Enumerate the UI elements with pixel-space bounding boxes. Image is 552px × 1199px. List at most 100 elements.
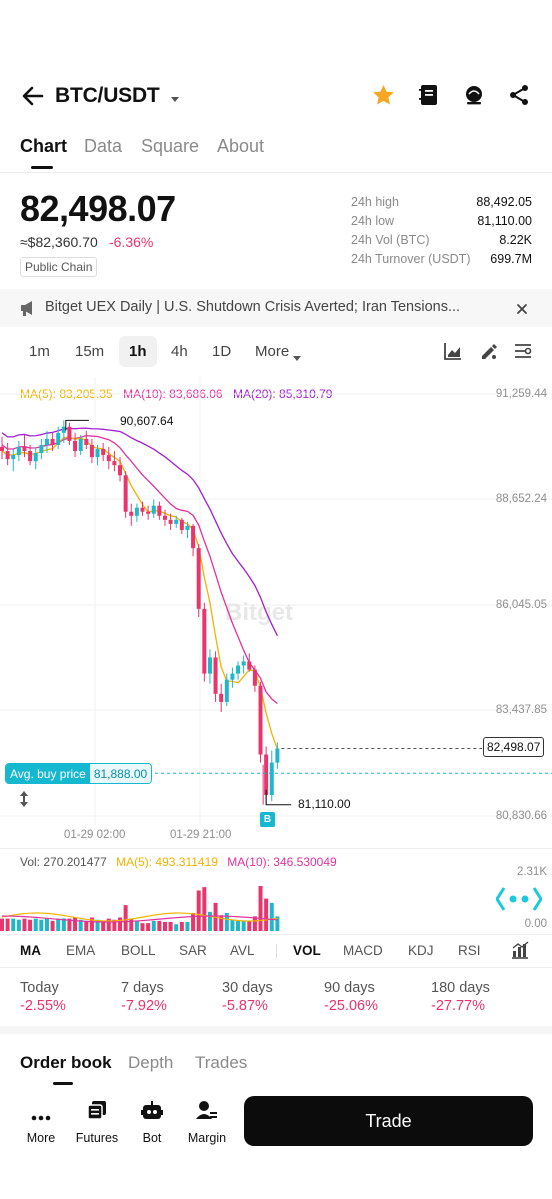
ind-kdj[interactable]: KDJ bbox=[408, 943, 434, 958]
margin-button[interactable]: Margin bbox=[185, 1100, 229, 1150]
share-icon[interactable] bbox=[509, 84, 529, 111]
trade-button[interactable]: Trade bbox=[244, 1096, 533, 1146]
tab-square[interactable]: Square bbox=[141, 136, 200, 156]
perf-label-30d: 30 days bbox=[222, 980, 273, 996]
volume-chart bbox=[0, 886, 280, 931]
avg-buy-pill[interactable]: Avg. buy price 81,888.00 bbox=[5, 763, 153, 784]
megaphone-icon bbox=[20, 300, 38, 321]
ind-macd[interactable]: MACD bbox=[343, 943, 383, 958]
tf-1m[interactable]: 1m bbox=[29, 343, 50, 360]
news-text[interactable]: Bitget UEX Daily | U.S. Shutdown Crisis … bbox=[45, 299, 461, 315]
tf-1d[interactable]: 1D bbox=[212, 343, 232, 360]
volume-bar bbox=[101, 920, 106, 931]
volume-bar bbox=[50, 920, 55, 931]
volume-bar bbox=[174, 924, 179, 931]
indicator-settings-icon[interactable] bbox=[511, 941, 529, 964]
candle-body bbox=[78, 438, 83, 452]
community-icon[interactable] bbox=[463, 84, 485, 111]
ind-vol[interactable]: VOL bbox=[293, 943, 321, 958]
ind-ma[interactable]: MA bbox=[20, 943, 41, 958]
volume-bar bbox=[16, 919, 21, 931]
tf-4h[interactable]: 4h bbox=[171, 343, 188, 360]
notebook-icon[interactable] bbox=[419, 84, 439, 111]
tf-15m[interactable]: 15m bbox=[75, 343, 105, 360]
volume-bar bbox=[123, 905, 128, 931]
volume-bar bbox=[236, 920, 241, 931]
bot-button[interactable]: Bot bbox=[135, 1100, 169, 1150]
tf-more[interactable]: More bbox=[255, 343, 290, 360]
volume-bar bbox=[39, 919, 44, 931]
tf-1h[interactable]: 1h bbox=[119, 336, 157, 367]
pair-dropdown-icon[interactable] bbox=[170, 91, 180, 109]
candle-body bbox=[44, 438, 49, 445]
close-icon[interactable] bbox=[516, 302, 528, 320]
candle-body bbox=[146, 511, 151, 514]
candle-body bbox=[140, 507, 145, 512]
tab-chart[interactable]: Chart bbox=[20, 136, 68, 156]
tab-depth[interactable]: Depth bbox=[128, 1053, 174, 1072]
x-tick: 01-29 02:00 bbox=[64, 829, 126, 841]
tab-order-book[interactable]: Order book bbox=[20, 1053, 112, 1072]
volume-bar bbox=[258, 886, 263, 931]
star-icon[interactable] bbox=[372, 84, 395, 111]
chart-type-icon[interactable] bbox=[444, 342, 462, 365]
ma5-line bbox=[1, 436, 278, 750]
futures-label: Futures bbox=[75, 1131, 119, 1145]
divider bbox=[0, 934, 552, 935]
bot-label: Bot bbox=[142, 1131, 162, 1145]
candle-body bbox=[213, 657, 218, 694]
ind-boll[interactable]: BOLL bbox=[121, 943, 156, 958]
candle-body bbox=[151, 505, 156, 514]
tab-about[interactable]: About bbox=[217, 136, 265, 156]
perf-label-180d: 180 days bbox=[431, 980, 490, 996]
perf-label-7d: 7 days bbox=[121, 980, 164, 996]
volume-bar bbox=[247, 920, 252, 931]
volume-bar bbox=[202, 887, 207, 931]
candle-body bbox=[174, 519, 179, 524]
vol-y-tick: 0.00 bbox=[524, 918, 547, 930]
volume-bar bbox=[157, 920, 162, 931]
candle-body bbox=[196, 548, 201, 609]
news-bar[interactable] bbox=[0, 289, 552, 327]
pair-title[interactable]: BTC/USDT bbox=[55, 84, 160, 107]
candle-body bbox=[202, 608, 207, 674]
futures-button[interactable]: Futures bbox=[73, 1100, 121, 1150]
futures-icon bbox=[87, 1100, 107, 1125]
drag-handle-icon[interactable] bbox=[18, 791, 30, 812]
volume-bar bbox=[196, 890, 201, 931]
vol-ma5: MA(5): 493.311419 bbox=[116, 855, 218, 869]
stat-value-high: 88,492.05 bbox=[476, 195, 532, 209]
candle-body bbox=[118, 465, 123, 476]
candle-body bbox=[219, 693, 224, 702]
volume-bar bbox=[28, 919, 33, 931]
perf-value-30d: -5.87% bbox=[222, 998, 268, 1014]
candlestick-chart[interactable]: Bitget bbox=[0, 377, 552, 847]
low-annotation: 81,110.00 bbox=[298, 797, 351, 811]
volume-bar bbox=[78, 919, 83, 931]
perf-value-180d: -27.77% bbox=[431, 998, 486, 1014]
settings-sliders-icon[interactable] bbox=[514, 342, 532, 365]
volume-bar bbox=[151, 920, 156, 931]
tab-trades[interactable]: Trades bbox=[195, 1053, 248, 1072]
buy-marker[interactable]: B bbox=[260, 812, 275, 827]
ai-assistant-icon[interactable] bbox=[495, 886, 543, 917]
volume-bar bbox=[224, 913, 229, 931]
chain-badge[interactable]: Public Chain bbox=[20, 257, 98, 277]
ind-sar[interactable]: SAR bbox=[179, 943, 207, 958]
back-icon[interactable] bbox=[20, 83, 46, 109]
volume-bar bbox=[162, 922, 167, 931]
draw-tool-icon[interactable] bbox=[479, 341, 499, 366]
candle-body bbox=[28, 451, 33, 462]
ind-avl[interactable]: AVL bbox=[230, 943, 255, 958]
candle-body bbox=[269, 762, 274, 795]
candle-body bbox=[252, 669, 257, 686]
tab-order-book-underline bbox=[53, 1082, 73, 1085]
volume-bar bbox=[61, 918, 66, 931]
ind-rsi[interactable]: RSI bbox=[458, 943, 481, 958]
tab-data[interactable]: Data bbox=[84, 136, 123, 156]
divider bbox=[0, 967, 552, 968]
candle-body bbox=[207, 657, 212, 674]
more-button[interactable]: More bbox=[20, 1100, 62, 1150]
ind-ema[interactable]: EMA bbox=[66, 943, 96, 958]
volume-bar bbox=[185, 922, 190, 931]
